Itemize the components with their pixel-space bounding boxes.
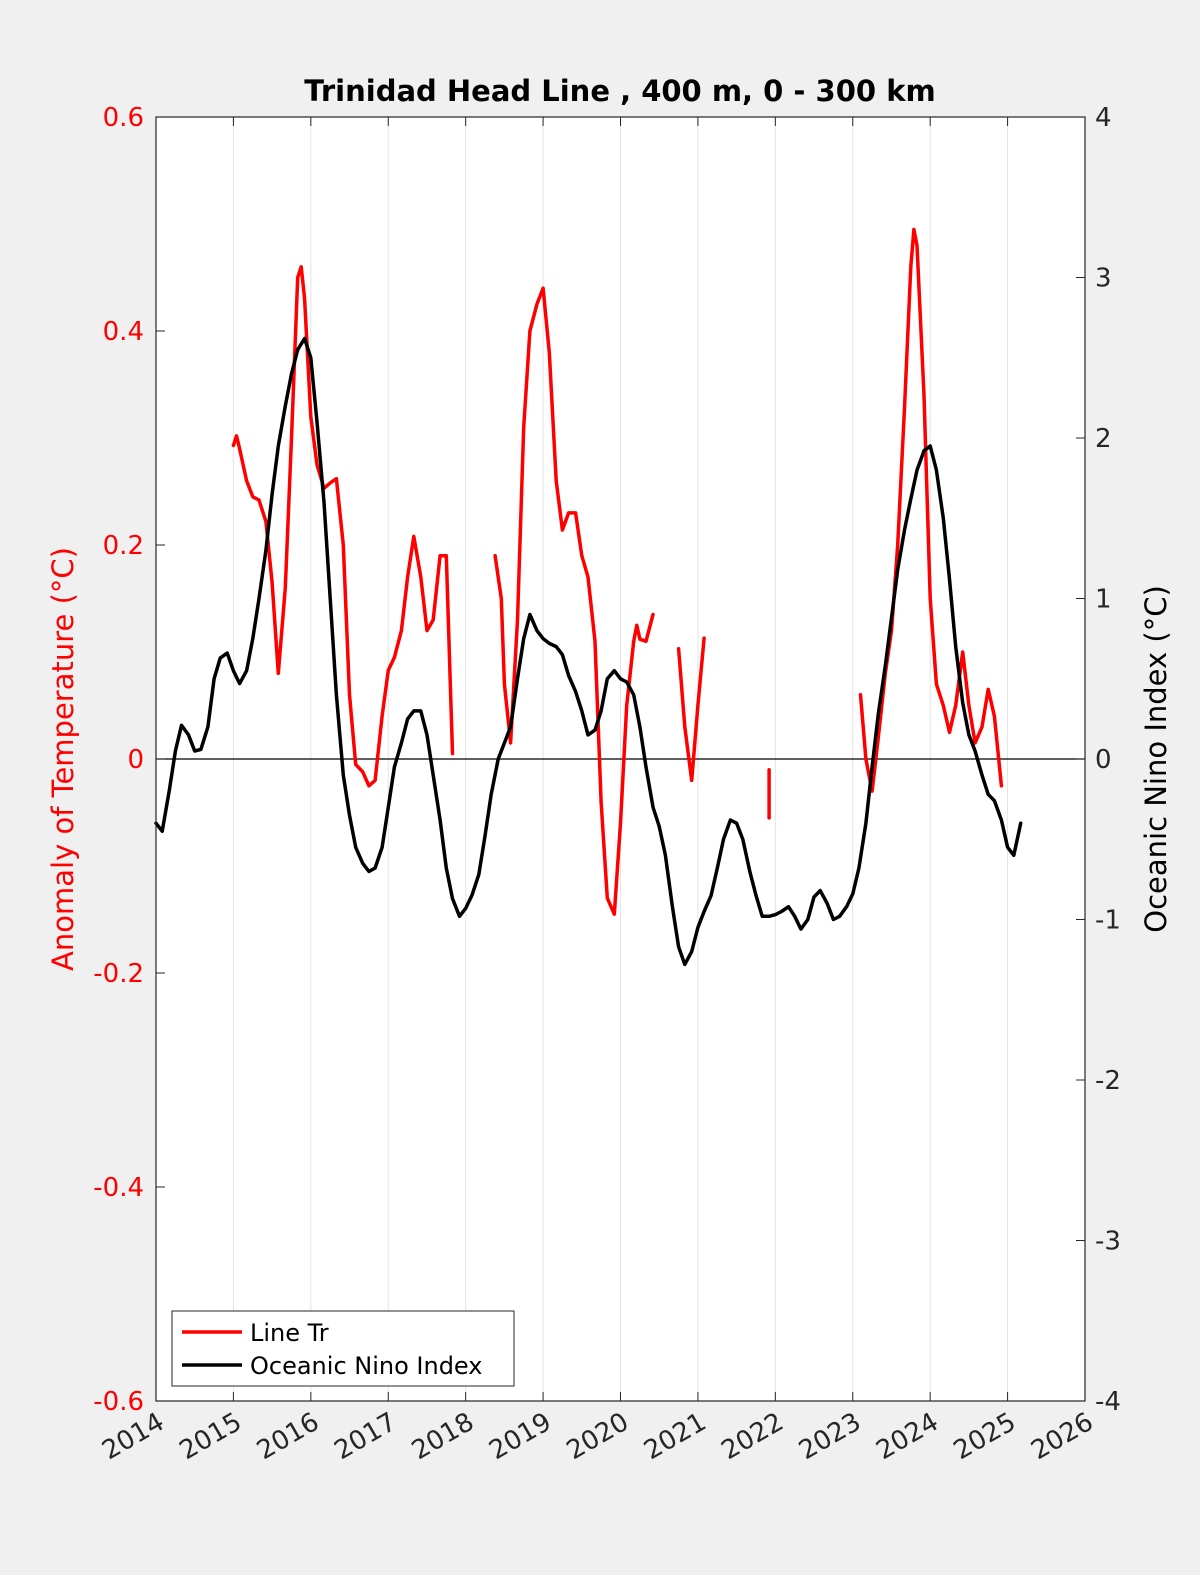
y-left-tick-label: 0.6 (103, 103, 144, 133)
legend: Line Tr Oceanic Nino Index (171, 1310, 515, 1387)
series-line-tr-segment-3 (676, 636, 706, 783)
chart-title: Trinidad Head Line , 400 m, 0 - 300 km (304, 74, 935, 108)
series-line-tr-segment-2 (493, 286, 655, 916)
y-right-tick-label: 4 (1095, 103, 1112, 133)
y-right-tick-label: -1 (1095, 906, 1121, 936)
legend-label-oni: Oceanic Nino Index (250, 1352, 482, 1380)
y-right-tick-label: 3 (1095, 264, 1112, 294)
y-axis-right-label: Oceanic Nino Index (°C) (1139, 585, 1173, 933)
y-right-tick-label: -3 (1095, 1227, 1121, 1257)
y-right-tick-label: 2 (1095, 424, 1112, 454)
series-layer (154, 227, 1023, 967)
y-left-tick-label: -0.2 (93, 959, 144, 989)
series-line-tr-segment-1 (231, 265, 455, 788)
y-axis-right: -4 -3 -2 -1 0 1 2 3 4 (1076, 103, 1121, 1417)
y-right-tick-label: 1 (1095, 585, 1112, 615)
y-left-tick-label: 0.4 (103, 317, 144, 347)
series-oceanic-nino-index (154, 336, 1023, 967)
y-axis-left-label: Anomaly of Temperature (°C) (46, 547, 80, 971)
y-right-tick-label: 0 (1095, 745, 1112, 775)
y-right-tick-label: -2 (1095, 1066, 1121, 1096)
y-left-tick-label: -0.6 (93, 1387, 144, 1417)
legend-box (171, 1310, 515, 1387)
y-axis-left: -0.6 -0.4 -0.2 0 0.2 0.4 0.6 (93, 103, 165, 1417)
y-left-tick-label: -0.4 (93, 1173, 144, 1203)
legend-label-line-tr: Line Tr (250, 1319, 329, 1347)
y-right-tick-label: -4 (1095, 1387, 1121, 1417)
y-left-tick-label: 0 (127, 745, 144, 775)
y-left-tick-label: 0.2 (103, 531, 144, 561)
